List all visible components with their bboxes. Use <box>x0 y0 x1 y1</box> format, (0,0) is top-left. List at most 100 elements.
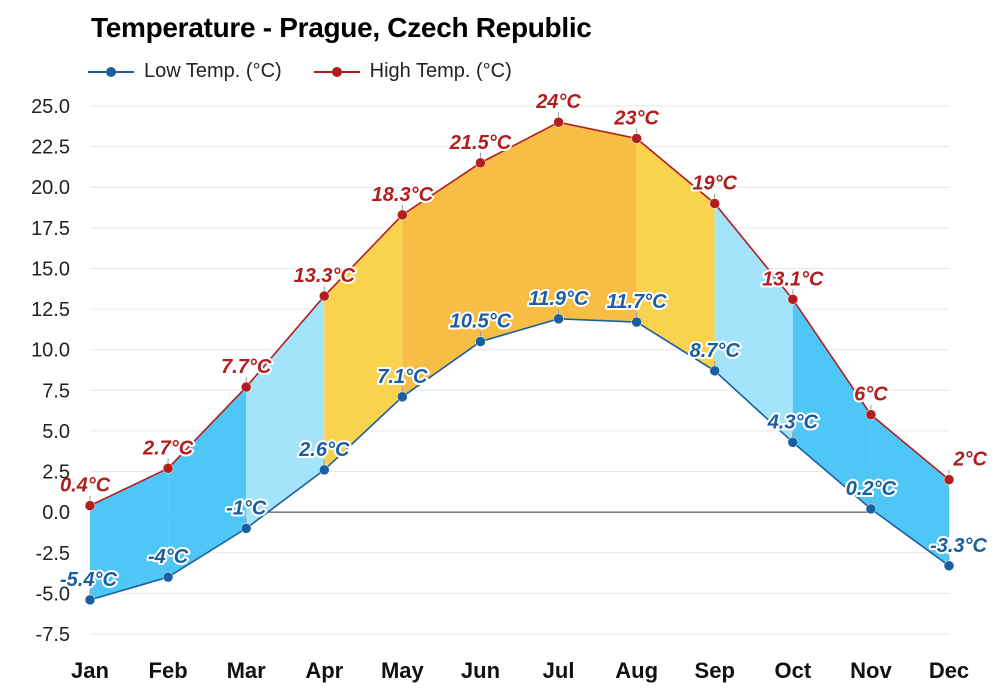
low-temp-label: 11.7°C <box>607 291 667 313</box>
high-temp-label: 18.3°C <box>372 184 434 206</box>
low-temp-label: 11.9°C <box>529 288 589 310</box>
temperature-range-bands <box>90 122 949 600</box>
range-band <box>636 138 715 371</box>
x-tick-label: Sep <box>695 658 735 683</box>
legend-item-high[interactable]: High Temp. (°C) <box>313 60 512 83</box>
low-temp-label: -3.3°C <box>930 535 987 557</box>
high-temp-point <box>84 500 96 511</box>
high-temp-label: 6°C <box>854 384 888 406</box>
high-temp-point <box>631 133 642 144</box>
range-band <box>324 214 403 470</box>
legend-high-label: High Temp. (°C) <box>369 60 512 82</box>
legend-item-low[interactable]: Low Temp. (°C) <box>88 60 282 83</box>
x-tick-label: Nov <box>850 658 892 683</box>
low-temp-line <box>89 318 950 601</box>
high-temp-label: 2.7°C <box>142 437 194 459</box>
low-temp-point <box>943 560 955 572</box>
data-labels: -5.4°C -4°C -1°C 2.6°C 7.1°C 10.5°C 11.9°C 11.7… <box>58 89 990 593</box>
high-temp-label: 0.4°C <box>60 475 111 497</box>
low-temp-label: 4.3°C <box>767 411 819 433</box>
high-temp-line <box>89 121 950 507</box>
high-temp-point <box>787 294 799 305</box>
high-temp-label: 7.7°C <box>221 356 272 378</box>
high-temp-label: 21.5°C <box>449 132 512 154</box>
range-band <box>168 387 247 578</box>
low-temp-label: -1°C <box>226 497 267 519</box>
high-temp-point <box>319 290 330 302</box>
high-temp-label: 23°C <box>613 107 659 129</box>
y-tick-label: 5.0 <box>42 421 70 443</box>
low-temp-point <box>162 571 174 583</box>
low-temp-point <box>631 316 642 328</box>
low-temp-label: 2.6°C <box>298 439 350 461</box>
range-band <box>870 414 949 566</box>
x-tick-label: Jan <box>71 658 109 683</box>
y-axis: 25.0 22.5 20.0 17.5 15.0 12.5 10.0 7.5 5.0 2.5 0.0… <box>31 96 70 646</box>
y-tick-label: 25.0 <box>31 96 70 118</box>
y-tick-label: 20.0 <box>31 177 70 199</box>
x-tick-label: Jun <box>461 658 500 683</box>
low-temp-point <box>319 464 330 476</box>
high-temp-point <box>865 409 877 420</box>
high-temp-point <box>397 209 408 221</box>
series-markers <box>84 112 955 606</box>
low-temp-point <box>787 437 799 448</box>
x-tick-label: Aug <box>615 658 658 683</box>
high-temp-point <box>475 157 486 169</box>
y-tick-label: 22.5 <box>31 137 70 159</box>
high-temp-label: 2°C <box>952 449 987 471</box>
low-temp-label: 7.1°C <box>377 366 428 388</box>
high-temp-label: 13.1°C <box>762 268 824 290</box>
x-tick-label: Dec <box>929 658 969 683</box>
range-band <box>792 299 871 509</box>
x-axis: Jan Feb Mar Apr May Jun Jul Aug Sep Oct Nov Dec <box>71 658 969 683</box>
low-temp-point <box>84 594 96 606</box>
range-band <box>558 122 637 323</box>
low-temp-label: -4°C <box>148 546 189 568</box>
high-temp-point <box>162 463 174 474</box>
low-temp-label: -5.4°C <box>60 569 117 591</box>
chart-title: Temperature - Prague, Czech Republic <box>91 12 592 43</box>
range-band <box>714 203 793 443</box>
x-tick-label: Oct <box>774 658 811 683</box>
low-temp-label: 10.5°C <box>450 311 512 333</box>
low-temp-point <box>709 365 720 377</box>
high-temp-label: 19°C <box>692 172 737 194</box>
y-tick-label: 2.5 <box>42 462 70 484</box>
low-temp-point <box>475 336 486 347</box>
high-temp-point <box>240 381 252 393</box>
x-tick-label: Feb <box>149 658 188 683</box>
x-tick-label: Apr <box>305 658 343 683</box>
legend-high-marker-icon <box>313 62 360 82</box>
y-tick-label: -5.0 <box>36 583 70 605</box>
x-tick-label: May <box>381 658 425 683</box>
legend-low-marker-icon <box>88 62 134 82</box>
range-band <box>480 122 559 342</box>
y-tick-label: -2.5 <box>36 543 70 565</box>
y-tick-label: 10.0 <box>31 340 70 362</box>
range-band <box>90 468 169 600</box>
x-tick-label: Mar <box>227 658 267 683</box>
y-tick-label: -7.5 <box>36 624 70 646</box>
y-tick-label: 17.5 <box>31 218 70 240</box>
legend: Low Temp. (°C) High Temp. (°C) <box>88 60 544 83</box>
low-temp-label: 0.2°C <box>846 478 897 500</box>
low-temp-point <box>865 503 877 515</box>
low-temp-point <box>553 313 564 325</box>
series-lines <box>89 121 950 601</box>
x-tick-label: Jul <box>543 658 575 683</box>
high-temp-point <box>709 198 720 209</box>
range-band <box>402 162 481 397</box>
legend-low-label: Low Temp. (°C) <box>144 60 282 82</box>
y-tick-label: 0.0 <box>42 502 70 524</box>
high-temp-point <box>943 474 955 485</box>
low-temp-point <box>240 523 252 534</box>
high-temp-point <box>553 116 564 128</box>
low-temp-point <box>397 391 408 403</box>
low-temp-label: 8.7°C <box>690 340 741 362</box>
y-tick-label: 12.5 <box>31 299 70 321</box>
range-band <box>246 296 325 529</box>
y-tick-label: 15.0 <box>31 258 70 280</box>
high-temp-label: 13.3°C <box>294 265 356 287</box>
